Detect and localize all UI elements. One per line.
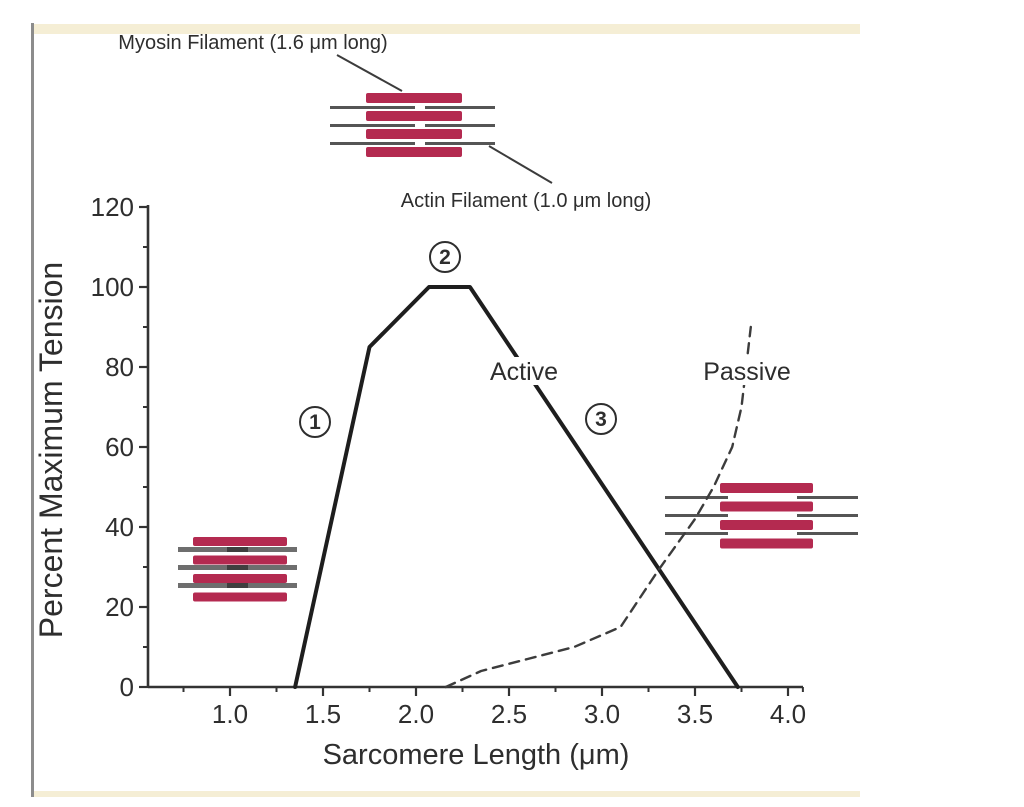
x-tick-label: 2.5 xyxy=(491,699,527,729)
myosin-label-leader-line xyxy=(336,54,403,92)
y-axis-title: Percent Maximum Tension xyxy=(33,262,69,638)
active-curve-label: Active xyxy=(490,358,558,386)
region-marker-3: 3 xyxy=(585,403,617,435)
x-tick-label: 3.0 xyxy=(584,699,620,729)
region-1-circle xyxy=(299,406,331,438)
region-1-number: 1 xyxy=(309,411,321,434)
actin-filament-segment xyxy=(425,106,495,109)
myosin-filament-bar xyxy=(720,538,813,549)
myosin-filament-bar xyxy=(720,501,813,512)
actin-filament-segment xyxy=(797,532,858,535)
sarcomere-diagram-optimal xyxy=(330,93,495,157)
region-3-number: 3 xyxy=(595,408,607,431)
sarcomere-diagram-short xyxy=(178,537,297,602)
page-bottom-band xyxy=(34,791,860,797)
actin-filament-segment xyxy=(330,142,415,145)
myosin-filament-bar xyxy=(193,537,287,546)
actin-filament-segment xyxy=(665,532,728,535)
actin-filament-segment xyxy=(425,124,495,127)
myosin-filament-bar xyxy=(366,111,462,121)
x-tick-label: 1.0 xyxy=(212,699,248,729)
myosin-filament-bar xyxy=(720,483,813,493)
actin-overlap-segment xyxy=(227,547,248,552)
region-2-circle xyxy=(429,241,461,273)
myosin-filament-bar xyxy=(193,592,287,602)
actin-filament-segment xyxy=(227,565,297,570)
x-tick-label: 4.0 xyxy=(770,699,806,729)
actin-overlap-segment xyxy=(227,565,248,570)
myosin-filament-bar xyxy=(366,147,462,157)
y-tick-label: 40 xyxy=(105,512,134,542)
sarcomere-diagram-long xyxy=(665,483,858,549)
actin-filament-segment xyxy=(178,547,248,552)
axis-tick-labels: 1.0 1.5 2.0 2.5 3.0 3.5 4.0 0 20 40 60 80 100 120 xyxy=(91,192,806,729)
y-tick-label: 60 xyxy=(105,432,134,462)
y-tick-label: 100 xyxy=(91,272,134,302)
y-tick-label: 20 xyxy=(105,592,134,622)
actin-filament-segment xyxy=(665,496,728,499)
axes xyxy=(146,205,803,689)
sarcomere-diagrams xyxy=(178,93,858,602)
y-tick-label: 80 xyxy=(105,352,134,382)
y-tick-label: 0 xyxy=(120,672,134,702)
actin-label-leader-line xyxy=(488,145,553,184)
actin-filament-label: Actin Filament (1.0 μm long) xyxy=(401,190,652,212)
x-tick-label: 3.5 xyxy=(677,699,713,729)
region-3-circle xyxy=(585,403,617,435)
passive-label-backing xyxy=(699,357,796,385)
y-tick-label: 120 xyxy=(91,192,134,222)
actin-filament-segment xyxy=(178,565,248,570)
page-left-border-rule xyxy=(31,23,34,797)
actin-filament-segment xyxy=(330,106,415,109)
myosin-filament-bar xyxy=(193,555,287,565)
myosin-filament-bar xyxy=(366,93,462,103)
page-top-band xyxy=(34,24,860,34)
actin-filament-segment xyxy=(227,583,297,588)
myosin-filament-bar xyxy=(720,520,813,530)
tension-curves xyxy=(293,285,752,689)
actin-filament-segment xyxy=(665,514,728,517)
actin-filament-segment xyxy=(227,547,297,552)
myosin-filament-label: Myosin Filament (1.6 μm long) xyxy=(118,32,387,54)
myosin-filament-bar xyxy=(366,129,462,139)
x-tick-label: 1.5 xyxy=(305,699,341,729)
region-marker-2: 2 xyxy=(429,241,461,273)
myosin-filament-bar xyxy=(193,574,287,583)
actin-filament-segment xyxy=(797,514,858,517)
active-label-backing xyxy=(481,357,569,385)
actin-filament-segment xyxy=(178,583,248,588)
x-tick-label: 2.0 xyxy=(398,699,434,729)
active-tension-curve xyxy=(293,285,740,689)
x-axis-title: Sarcomere Length (μm) xyxy=(323,739,630,771)
region-marker-1: 1 xyxy=(299,406,331,438)
passive-tension-curve xyxy=(444,325,752,689)
region-2-number: 2 xyxy=(439,246,451,269)
actin-filament-segment xyxy=(330,124,415,127)
passive-curve-label: Passive xyxy=(703,358,791,386)
actin-overlap-segment xyxy=(227,583,248,588)
actin-filament-segment xyxy=(797,496,858,499)
actin-filament-segment xyxy=(425,142,495,145)
axis-ticks xyxy=(139,205,804,696)
